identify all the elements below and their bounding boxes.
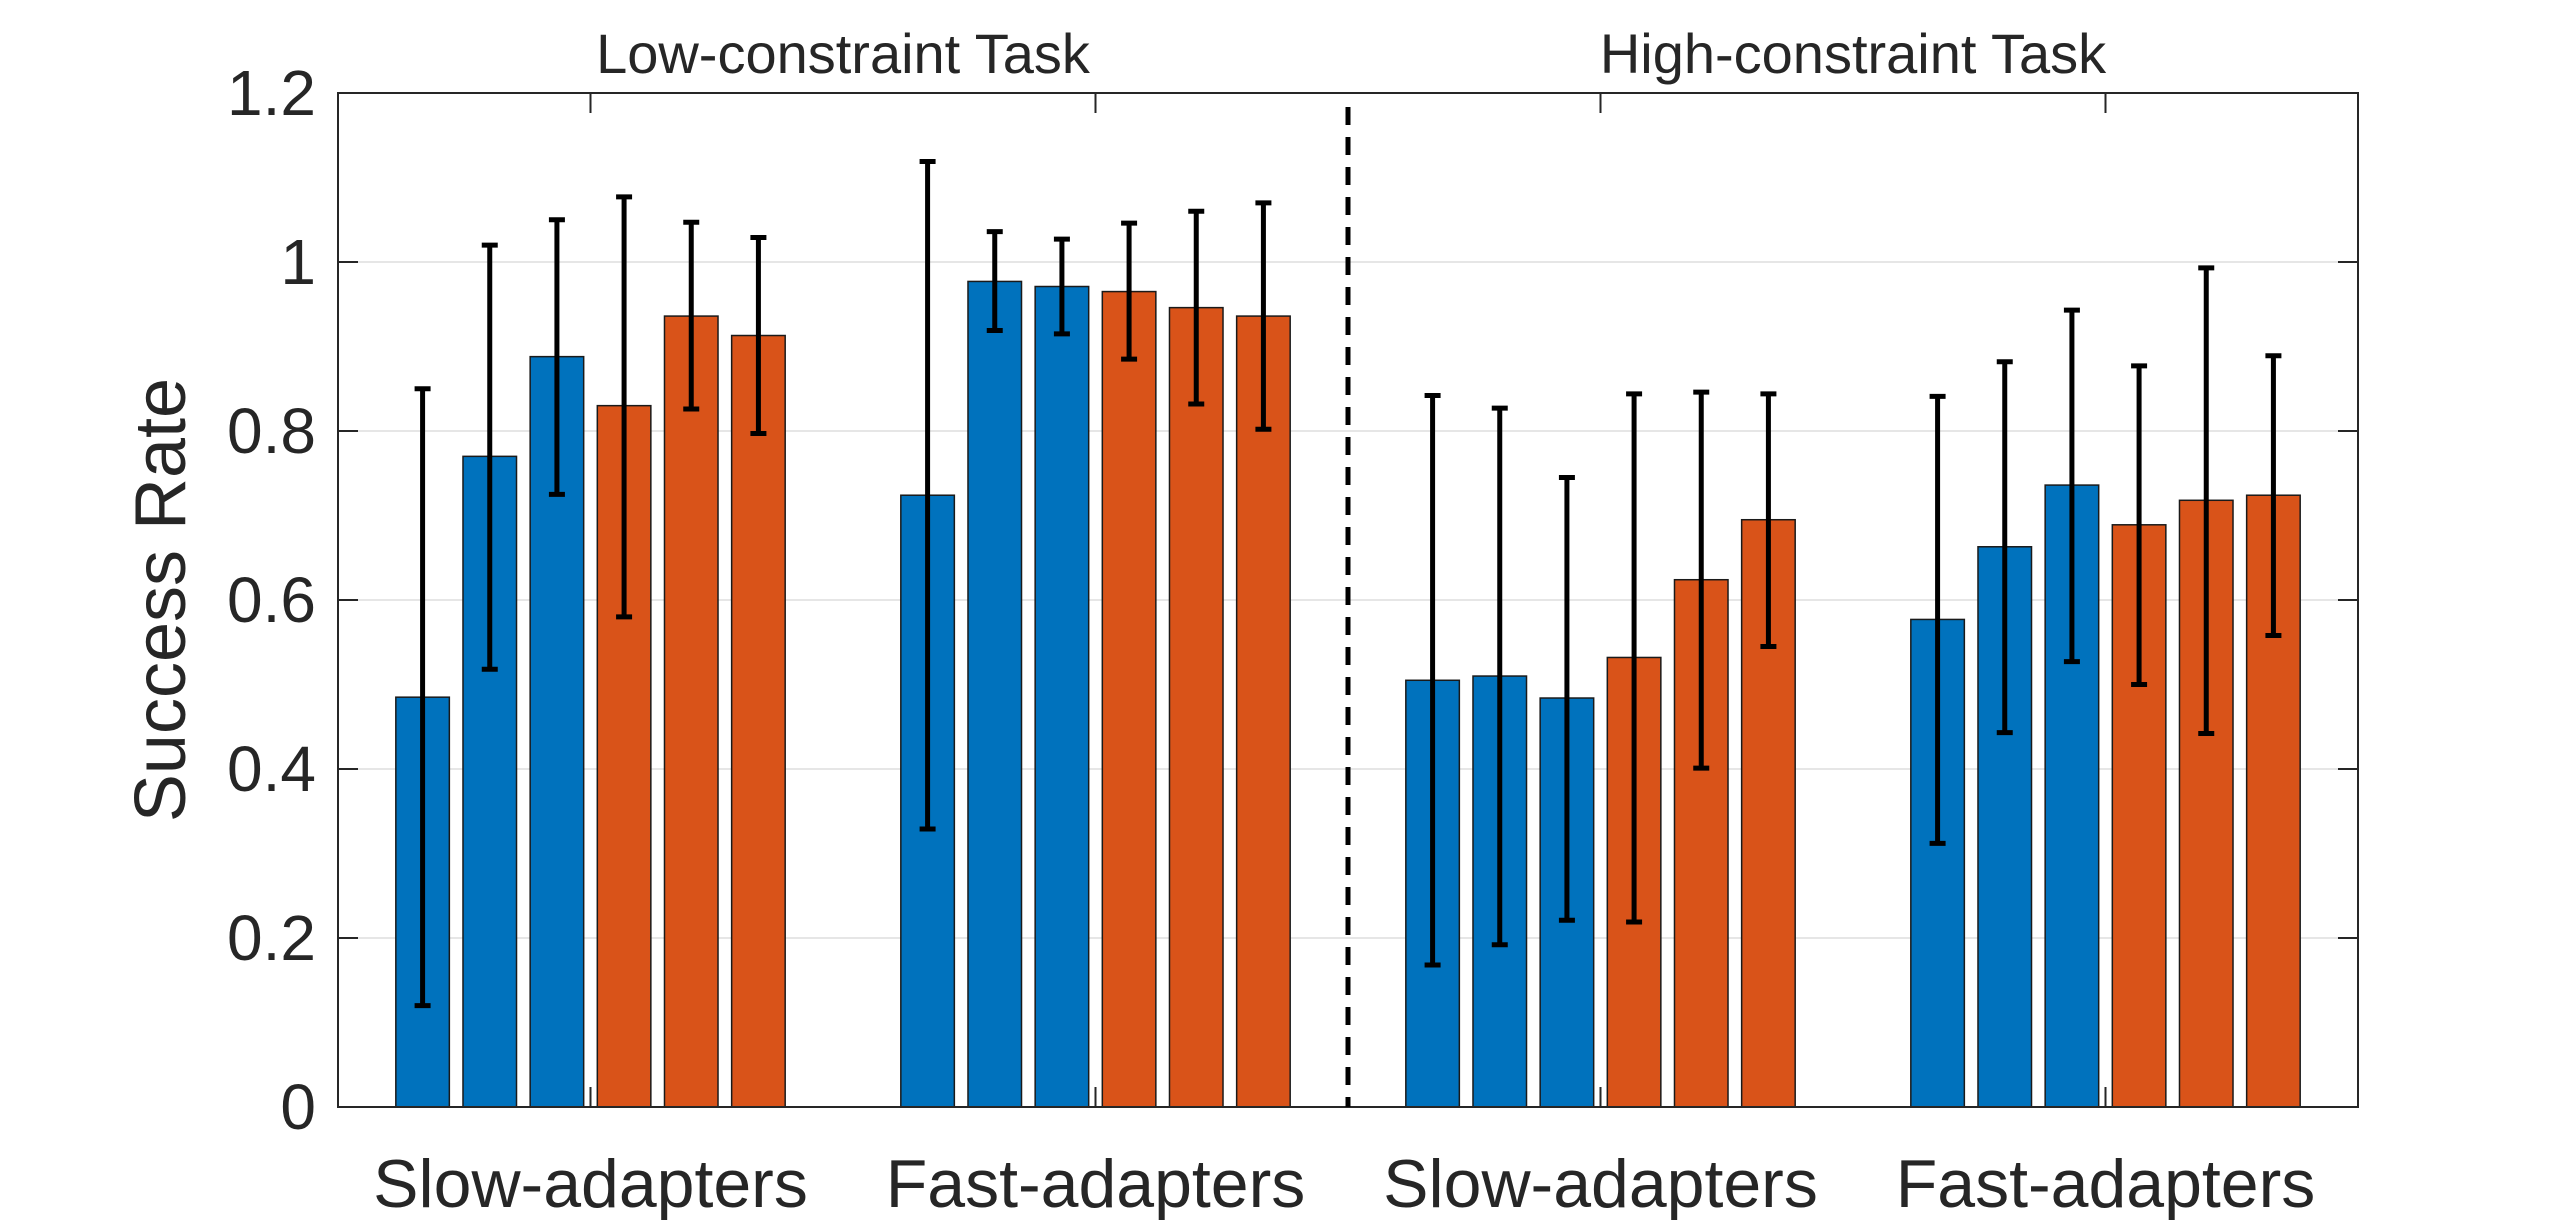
panel-title-high-constraint: High-constraint Task <box>1600 22 2107 85</box>
y-tick-label: 0.4 <box>227 733 316 805</box>
bar <box>596 404 652 1108</box>
y-tick-label: 0 <box>280 1071 316 1143</box>
bar <box>730 334 786 1108</box>
bar <box>1101 290 1157 1108</box>
y-tick-label: 0.2 <box>227 902 316 974</box>
bar <box>967 280 1023 1108</box>
bar <box>1235 315 1291 1108</box>
x-category-label: Fast-adapters <box>886 1146 1306 1220</box>
y-tick-label: 0.6 <box>227 564 316 636</box>
y-axis-title: Success Rate <box>121 378 201 822</box>
error-bars <box>414 158 2282 1009</box>
panel-title-low-constraint: Low-constraint Task <box>596 22 1091 85</box>
y-tick-label: 1 <box>280 226 316 298</box>
bar <box>1034 285 1090 1108</box>
axis-labels: 0 0.2 0.4 0.6 0.8 1 1.2 Slow-adapters Fast-adapt… <box>227 57 2315 1220</box>
axis-ticks <box>338 92 2358 1108</box>
x-category-label: Slow-adapters <box>1383 1146 1818 1220</box>
x-category-label: Slow-adapters <box>373 1146 808 1220</box>
y-tick-label: 0.8 <box>227 395 316 467</box>
x-category-label: Fast-adapters <box>1896 1146 2316 1220</box>
bar <box>1168 306 1224 1108</box>
y-tick-label: 1.2 <box>227 57 316 129</box>
bar <box>663 315 719 1108</box>
